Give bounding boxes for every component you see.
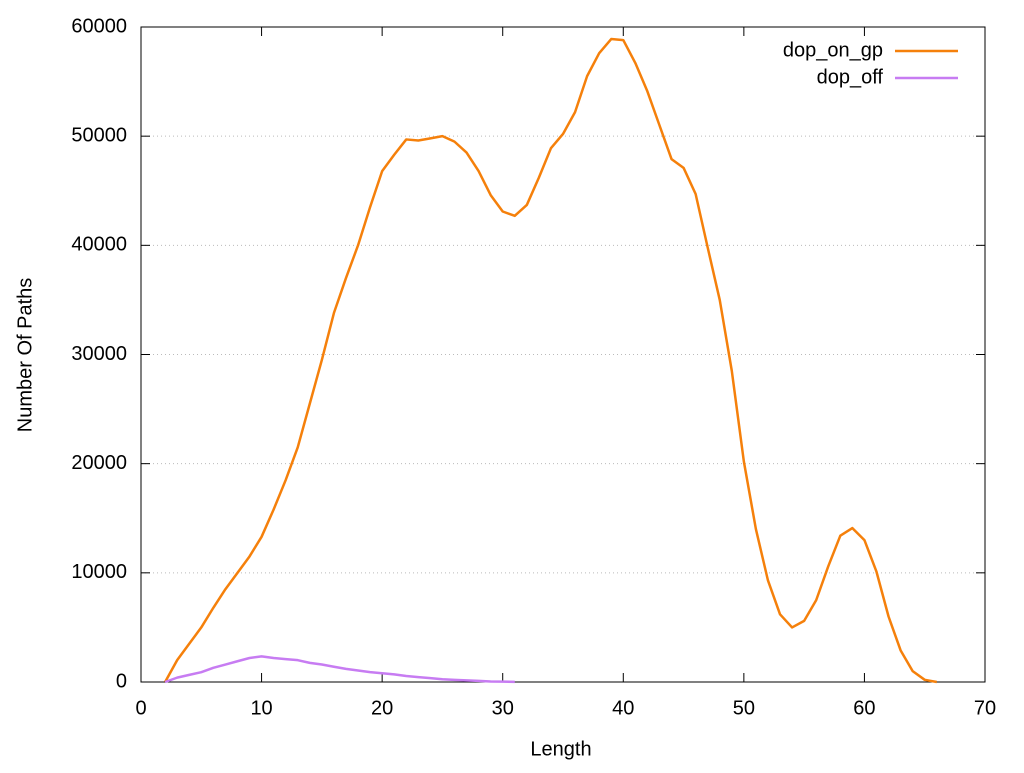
x-tick-label: 50	[733, 697, 755, 719]
y-tick-label: 60000	[71, 15, 127, 37]
x-tick-label: 70	[974, 697, 996, 719]
y-tick-label: 50000	[71, 124, 127, 146]
x-tick-label: 10	[250, 697, 272, 719]
x-tick-label: 20	[371, 697, 393, 719]
legend-label: dop_on_gp	[783, 39, 883, 61]
x-tick-label: 0	[135, 697, 146, 719]
x-tick-label: 40	[612, 697, 634, 719]
y-axis-label: Number Of Paths	[14, 278, 36, 433]
y-tick-label: 40000	[71, 234, 127, 256]
y-tick-label: 30000	[71, 343, 127, 365]
x-tick-label: 60	[853, 697, 875, 719]
y-tick-label: 10000	[71, 561, 127, 583]
data-line	[164, 655, 515, 684]
y-tick-label: 0	[116, 670, 127, 692]
legend-label: dop_off	[817, 66, 884, 88]
plot-frame	[140, 26, 986, 683]
x-axis-label: Length	[530, 738, 591, 760]
data-line	[164, 37, 937, 684]
x-tick-label: 30	[492, 697, 514, 719]
y-tick-label: 20000	[71, 452, 127, 474]
